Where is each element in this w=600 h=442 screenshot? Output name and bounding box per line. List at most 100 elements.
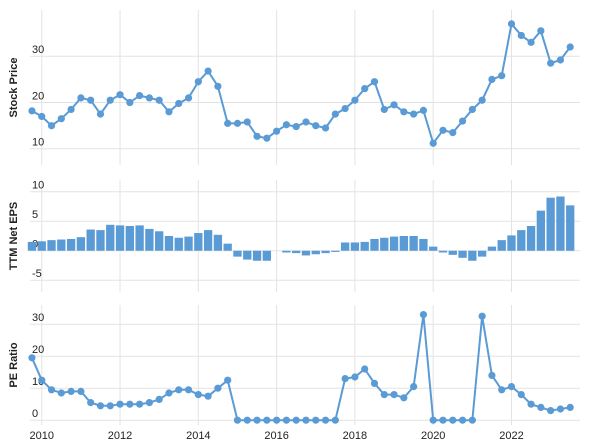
bar xyxy=(184,236,193,251)
point xyxy=(273,416,281,424)
point xyxy=(478,312,486,320)
bar xyxy=(96,230,105,251)
y-tick-label: -5 xyxy=(32,268,42,280)
point xyxy=(184,94,193,102)
point xyxy=(175,386,183,394)
point xyxy=(136,91,144,100)
y-axis-label: TTM Net EPS xyxy=(8,202,20,270)
bar xyxy=(125,225,134,251)
y-axis-label: PE Ratio xyxy=(8,342,20,388)
bar xyxy=(174,237,183,251)
x-tick-label: 2018 xyxy=(343,430,367,442)
point xyxy=(145,94,153,102)
point xyxy=(478,96,486,104)
point xyxy=(233,416,242,424)
point xyxy=(400,394,408,402)
point xyxy=(458,117,467,125)
point xyxy=(361,365,369,373)
point xyxy=(47,386,56,394)
bar xyxy=(546,197,555,251)
bar xyxy=(517,230,526,251)
point xyxy=(556,405,565,413)
bar xyxy=(262,250,271,261)
point xyxy=(165,389,173,397)
bar xyxy=(419,238,428,251)
point xyxy=(312,416,320,424)
bar xyxy=(223,243,232,251)
point xyxy=(214,384,222,392)
bar xyxy=(389,236,399,251)
bar xyxy=(487,246,497,251)
point xyxy=(243,118,251,126)
point xyxy=(351,373,359,381)
line xyxy=(31,21,572,146)
point xyxy=(47,122,56,130)
point xyxy=(38,376,46,384)
y-tick-label: 20 xyxy=(32,90,44,102)
point xyxy=(537,27,545,35)
point xyxy=(282,416,291,424)
bar xyxy=(321,250,330,254)
point xyxy=(126,400,134,408)
point xyxy=(263,416,271,424)
point xyxy=(507,20,516,28)
bar xyxy=(135,225,144,251)
point xyxy=(67,105,75,114)
bar xyxy=(429,246,438,251)
point xyxy=(517,391,525,399)
point xyxy=(429,139,437,147)
point xyxy=(547,59,555,67)
bar xyxy=(301,250,311,256)
point xyxy=(204,392,212,400)
point xyxy=(419,106,428,115)
point xyxy=(126,98,134,107)
point xyxy=(184,386,193,394)
bar xyxy=(194,233,203,251)
bar xyxy=(438,250,448,253)
y-tick-label: 10 xyxy=(32,180,44,192)
point xyxy=(370,379,379,387)
bar xyxy=(556,196,565,251)
bar xyxy=(145,228,154,251)
bar xyxy=(115,225,125,251)
point xyxy=(449,416,457,424)
x-tick-label: 2022 xyxy=(499,430,523,442)
point xyxy=(155,395,163,403)
bar xyxy=(243,250,252,260)
bar xyxy=(380,237,389,251)
bar xyxy=(448,250,457,255)
bar xyxy=(47,240,56,251)
bar xyxy=(37,241,46,251)
point xyxy=(165,108,173,116)
point xyxy=(155,96,163,104)
point xyxy=(429,416,437,424)
point xyxy=(57,115,65,123)
point xyxy=(106,96,114,104)
point xyxy=(38,112,46,121)
bar xyxy=(536,210,546,251)
point xyxy=(547,407,555,415)
bar xyxy=(76,237,86,251)
point xyxy=(488,371,496,379)
bar xyxy=(409,236,418,251)
bar xyxy=(66,238,76,251)
point xyxy=(175,99,183,108)
point xyxy=(243,416,251,424)
bar xyxy=(566,205,575,251)
point xyxy=(439,126,447,134)
point xyxy=(361,85,369,93)
point xyxy=(302,416,310,424)
bar xyxy=(477,250,487,257)
point xyxy=(380,105,388,114)
bar xyxy=(282,250,291,253)
point xyxy=(390,101,398,109)
point xyxy=(566,43,574,51)
point xyxy=(341,375,349,383)
x-tick-label: 2014 xyxy=(186,430,210,442)
point xyxy=(556,56,565,64)
point xyxy=(370,78,379,86)
point xyxy=(145,399,153,407)
x-tick-label: 2010 xyxy=(30,430,54,442)
bar xyxy=(360,241,369,251)
point xyxy=(263,134,271,142)
